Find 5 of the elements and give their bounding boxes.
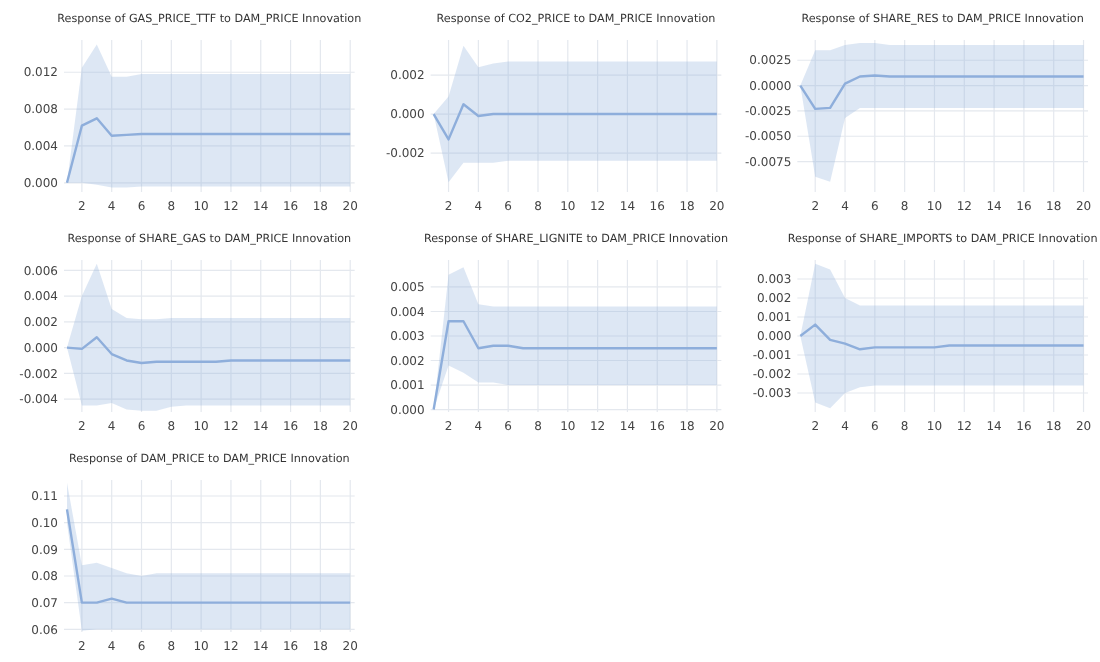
- line-series: [799, 74, 1085, 111]
- line-series: [65, 117, 352, 184]
- line-series: [799, 323, 1085, 351]
- line-series: [65, 336, 352, 365]
- line-series: [432, 103, 719, 141]
